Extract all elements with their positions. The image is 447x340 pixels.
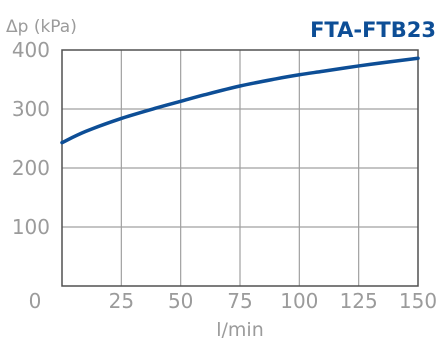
series-line <box>60 56 420 145</box>
x-tick-label: 25 <box>109 289 134 313</box>
y-axis-label: Δp (kPa) <box>6 17 77 37</box>
y-tick-label: 400 <box>12 38 50 62</box>
y-ticks: 100 200 300 400 <box>12 38 50 239</box>
y-tick-label: 300 <box>12 97 50 121</box>
x-axis-label: l/min <box>216 319 264 340</box>
x-tick-label: 150 <box>399 289 437 313</box>
x-tick-label: 75 <box>227 289 252 313</box>
x-tick-label: 125 <box>340 289 378 313</box>
x-ticks: 0 25 50 75 100 125 150 <box>29 289 437 313</box>
y-tick-label: 200 <box>12 156 50 180</box>
plot-frame <box>61 49 419 287</box>
chart-title: FTA-FTB23 <box>310 18 436 42</box>
x-tick-label: 50 <box>168 289 193 313</box>
series-group <box>60 56 420 145</box>
x-tick-label: 100 <box>280 289 318 313</box>
grid <box>62 50 418 286</box>
x-tick-label: 0 <box>29 289 42 313</box>
y-tick-label: 100 <box>12 215 50 239</box>
